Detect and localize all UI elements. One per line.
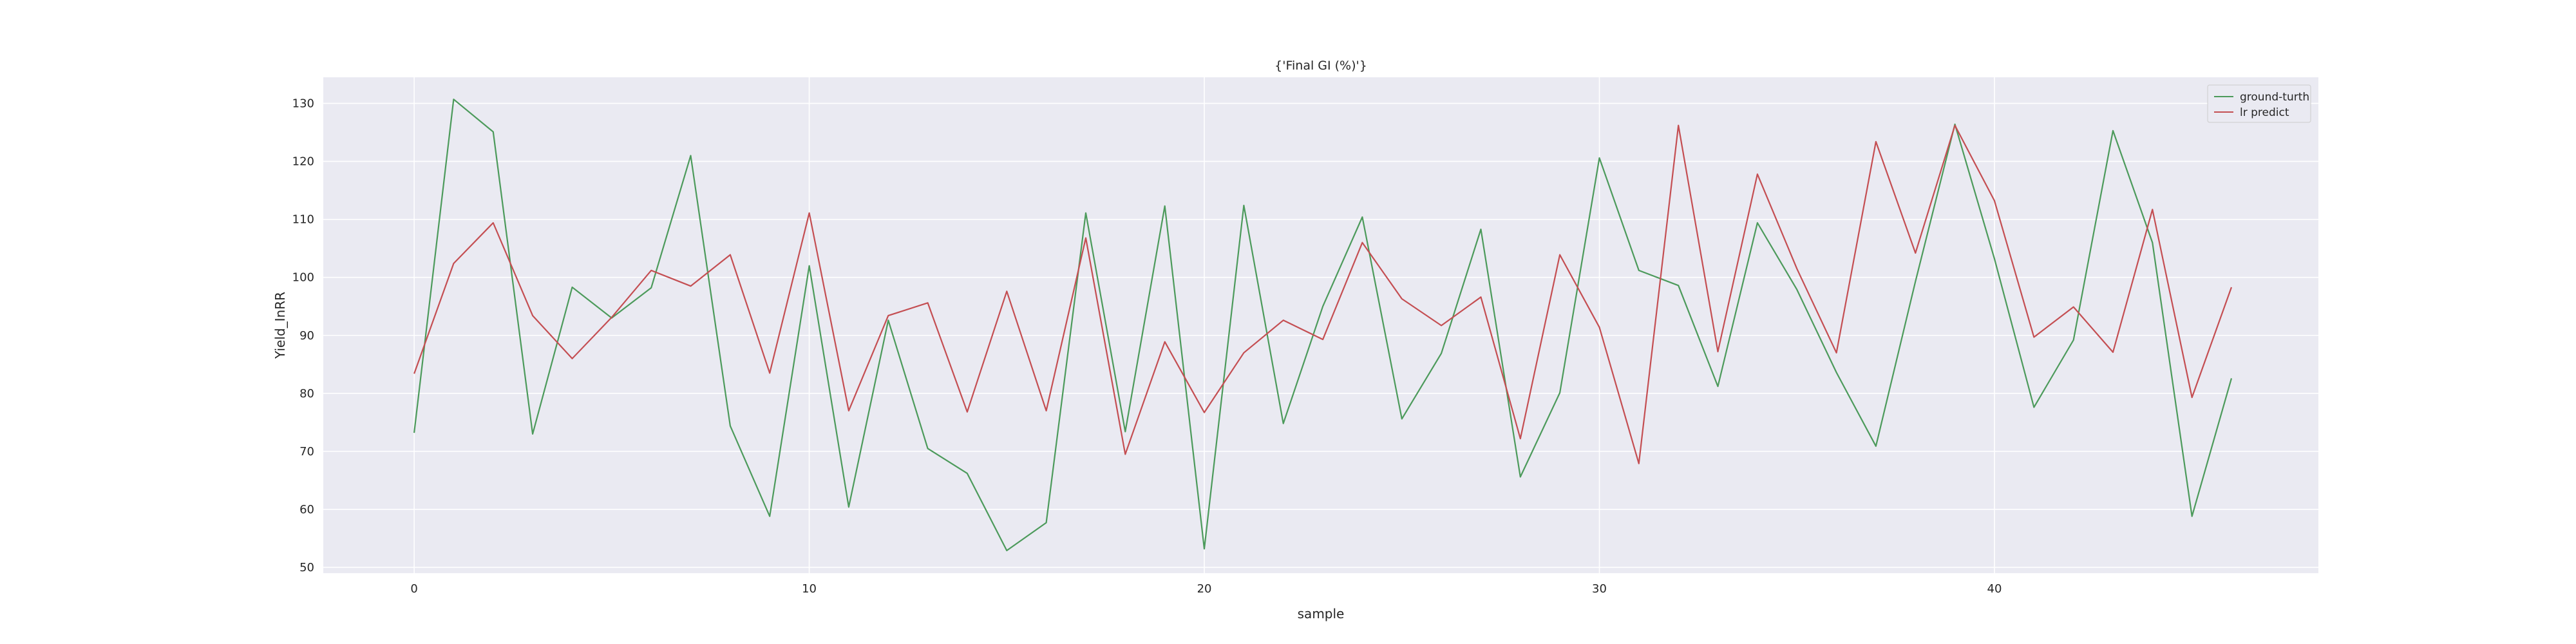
x-axis-label: sample <box>1298 606 1345 621</box>
y-tick-label: 60 <box>299 503 314 516</box>
series-line-ground-turth <box>413 99 2233 552</box>
legend-label-lr-predict: lr predict <box>2240 106 2289 119</box>
y-tick-label: 90 <box>299 329 314 343</box>
y-tick-label: 80 <box>299 387 314 401</box>
y-axis-ticks: 50 60 70 80 90 100 110 120 130 <box>292 97 314 574</box>
y-tick-label: 120 <box>292 155 314 169</box>
series-lines <box>413 99 2233 552</box>
legend: ground-turth lr predict <box>2207 84 2311 123</box>
x-tick-label: 20 <box>1197 582 1212 596</box>
series-line-lr-predict <box>413 124 2233 464</box>
grid-lines <box>323 77 2318 573</box>
legend-label-ground-turth: ground-turth <box>2240 91 2309 104</box>
y-tick-label: 70 <box>299 445 314 459</box>
legend-box <box>2207 84 2311 123</box>
plot-area <box>323 77 2318 573</box>
x-tick-label: 40 <box>1987 582 2002 596</box>
x-axis-ticks: 0 10 20 30 40 <box>410 582 2002 596</box>
y-tick-label: 110 <box>292 213 314 227</box>
x-tick-label: 0 <box>410 582 417 596</box>
x-tick-label: 10 <box>802 582 817 596</box>
y-tick-label: 130 <box>292 97 314 111</box>
y-tick-label: 100 <box>292 271 314 285</box>
y-axis-label: Yield_InRR <box>272 292 288 359</box>
x-tick-label: 30 <box>1592 582 1607 596</box>
y-tick-label: 50 <box>299 561 314 574</box>
chart-title: {'Final GI (%)'} <box>1274 59 1367 73</box>
